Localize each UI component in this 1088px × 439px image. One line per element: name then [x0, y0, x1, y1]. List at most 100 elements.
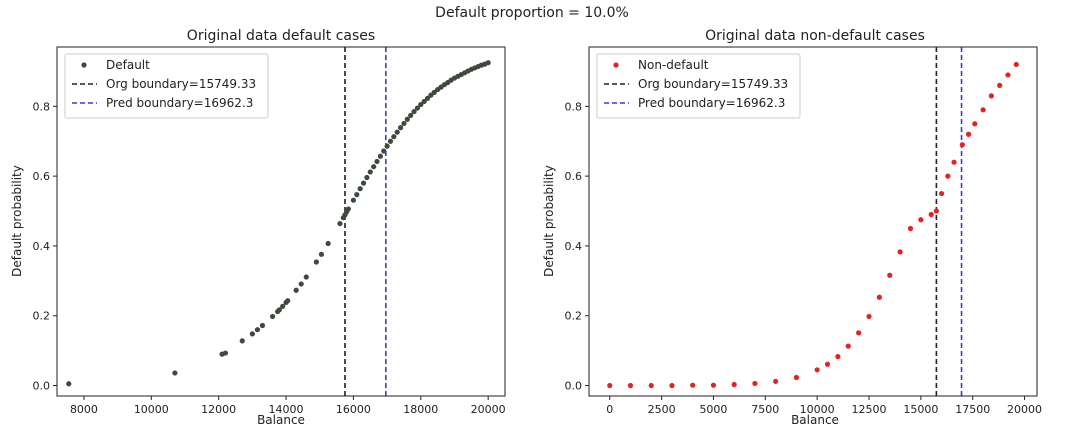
right-data-point	[972, 121, 978, 127]
right-y-tick-label: 0.2	[565, 310, 583, 323]
left-data-point	[298, 281, 304, 287]
left-y-tick-label: 0.0	[33, 380, 51, 393]
right-data-point	[938, 190, 945, 197]
left-data-point	[381, 148, 387, 154]
left-data-point	[367, 169, 373, 175]
left-x-tick-label: 8000	[70, 403, 98, 416]
right-data-point	[752, 380, 758, 387]
right-data-point	[835, 353, 841, 360]
right-data-point	[918, 217, 924, 223]
right-legend-nondefault-label: Non-default	[638, 58, 709, 72]
left-data-point	[387, 138, 394, 144]
left-axes: 8000 10000 12000 14000 16000 18000 20000 0.0 0.2…	[33, 46, 506, 416]
left-data-point	[421, 98, 427, 105]
left-data-point	[269, 313, 276, 320]
left-data-point	[357, 186, 363, 192]
right-chart-title: Original data non-default cases	[705, 28, 925, 44]
left-data-point	[391, 134, 397, 140]
left-vlines	[344, 47, 387, 396]
right-data-point	[988, 93, 994, 99]
left-x-tick-label: 20000	[471, 403, 506, 416]
right-data-point	[793, 374, 800, 381]
right-data-point	[945, 173, 951, 179]
left-legend-default-label: Default	[106, 58, 150, 72]
left-data-point	[222, 350, 229, 356]
right-x-tick-label: 12500	[852, 403, 887, 416]
left-legend-default-marker	[81, 62, 87, 68]
left-legend-box	[64, 53, 269, 119]
left-data-point	[239, 338, 245, 344]
left-y-tick-label: 0.8	[33, 100, 51, 113]
left-data-point	[259, 322, 266, 329]
left-legend: Default Org boundary=15749.33 Pred bound…	[64, 53, 269, 119]
left-data-point	[276, 307, 282, 313]
left-data-point	[325, 240, 331, 247]
right-data-point	[814, 367, 820, 373]
figure-suptitle: Default proportion = 10.0%	[435, 5, 629, 21]
left-data-point	[364, 174, 370, 181]
right-x-tick-label: 7500	[751, 403, 779, 416]
right-data-point	[627, 382, 634, 389]
left-y-axis-label: Default probability	[10, 165, 24, 277]
right-data-point	[887, 272, 893, 278]
left-chart-title: Original data default cases	[187, 28, 375, 44]
left-data-point	[411, 108, 417, 115]
left-data-point	[345, 206, 351, 212]
right-data-point	[866, 313, 872, 320]
right-data-point	[856, 330, 862, 336]
right-data-point	[731, 381, 737, 388]
left-data-point	[404, 116, 410, 122]
right-data-point	[710, 382, 717, 388]
right-x-tick-label: 20000	[1007, 403, 1042, 416]
left-data-point	[337, 220, 343, 227]
right-data-point	[933, 208, 939, 214]
right-data-point	[845, 343, 851, 349]
right-data-point	[928, 211, 934, 218]
right-axes-frame	[588, 46, 1038, 397]
left-data-point	[377, 153, 383, 159]
left-x-tick-label: 14000	[269, 403, 304, 416]
left-data-point	[254, 327, 261, 333]
right-data-point	[951, 159, 957, 165]
left-y-tick-label: 0.2	[33, 310, 51, 323]
right-x-tick-label: 15000	[903, 403, 938, 416]
left-legend-pred-label: Pred boundary=16962.3	[106, 96, 253, 110]
right-x-tick-label: 10000	[800, 403, 835, 416]
right-data-point	[773, 378, 779, 384]
left-subplot: Original data default cases Balance Defa…	[10, 28, 506, 427]
left-data-point	[249, 331, 255, 337]
right-y-axis-label: Default probability	[542, 165, 556, 277]
right-data-point	[690, 382, 696, 388]
left-data-point	[384, 143, 390, 149]
left-data-point	[313, 259, 319, 265]
right-legend-pred-label: Pred boundary=16962.3	[638, 96, 785, 110]
right-y-tick-label: 0.0	[565, 380, 583, 393]
left-data-point	[418, 101, 424, 108]
right-data-point	[997, 82, 1003, 88]
left-data-point	[303, 274, 309, 280]
left-y-tick-label: 0.6	[33, 170, 51, 183]
left-data-point	[172, 370, 178, 376]
right-x-tick-label: 5000	[699, 403, 727, 416]
left-data-point	[397, 125, 404, 131]
left-y-tick-label: 0.4	[33, 240, 51, 253]
right-data-point	[959, 142, 965, 148]
right-legend-nondefault-marker	[613, 62, 619, 68]
left-data-point	[408, 112, 414, 119]
right-legend-box	[596, 53, 801, 119]
left-data-point	[66, 381, 72, 387]
left-data-point	[394, 129, 400, 135]
right-y-tick-label: 0.4	[565, 240, 583, 253]
right-data-point	[876, 294, 882, 300]
right-axes: 0 2500 5000 7500 10000 12500 15000 17500 20000 0.…	[565, 46, 1042, 416]
right-data-point	[897, 249, 903, 255]
right-y-tick-label: 0.8	[565, 100, 583, 113]
left-legend-org-label: Org boundary=15749.33	[106, 77, 256, 91]
right-data-point	[669, 382, 675, 389]
right-data-point	[1013, 61, 1019, 68]
left-points	[66, 60, 491, 387]
right-x-axis-label: Balance	[791, 413, 839, 427]
right-legend-org-label: Org boundary=15749.33	[638, 77, 788, 91]
left-x-tick-label: 16000	[336, 403, 371, 416]
